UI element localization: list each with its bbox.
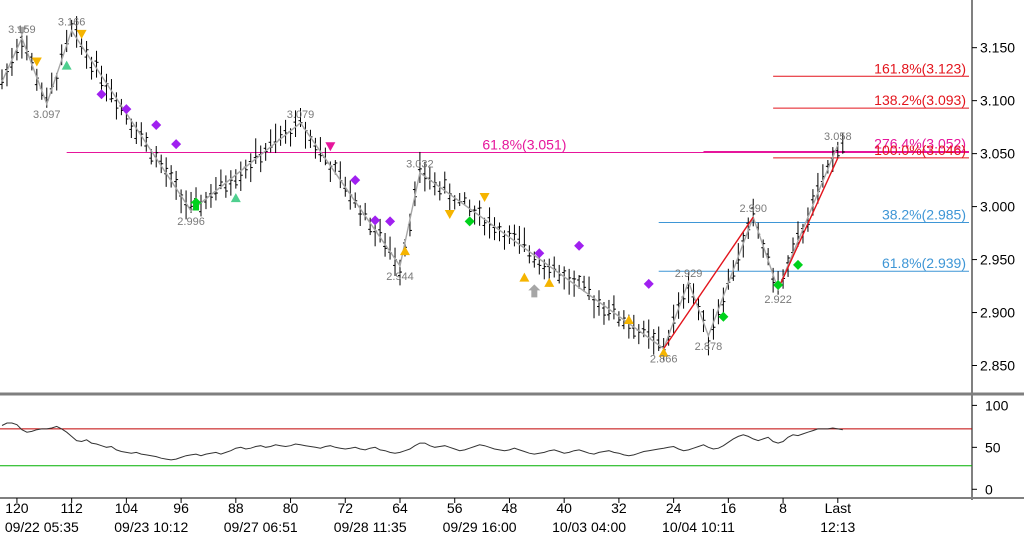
fib-level-label: 161.8%(3.123): [874, 60, 966, 76]
date-tick-label: 12:13: [820, 519, 855, 535]
date-tick-label: 10/04 10:11: [662, 519, 735, 535]
signal-marker-diamond: [121, 104, 132, 115]
price-tick-label: 2.850: [980, 358, 1015, 374]
signal-marker-diamond: [370, 215, 381, 226]
swing-label: 3.058: [824, 131, 852, 143]
signal-marker-tri-up: [544, 277, 555, 287]
signal-marker-tri-down: [325, 142, 336, 152]
signal-marker-diamond: [574, 240, 585, 251]
signal-marker-tri-up: [519, 272, 530, 282]
swing-label: 2.944: [386, 271, 414, 283]
date-tick-label: 10/03 04:00: [552, 519, 626, 535]
signal-marker-tri-up: [230, 193, 241, 203]
oscillator-tick-label: 50: [985, 439, 1001, 455]
signal-marker-tri-down: [16, 26, 27, 36]
bar-tick-label: 120: [5, 500, 29, 516]
bar-tick-label: 72: [337, 500, 353, 516]
swing-label: 2.929: [675, 268, 703, 280]
swing-label: 2.866: [650, 354, 678, 366]
price-axis: 3.150 3.100 3.050 3.000 2.950 2.900 2.850: [0, 0, 1024, 500]
bar-tick-label: 40: [556, 500, 572, 516]
bar-tick-label: 96: [173, 500, 189, 516]
bar-tick-label: 64: [392, 500, 408, 516]
date-tick-label: 09/27 06:51: [224, 519, 298, 535]
fib-level-group: 161.8%(3.123) 138.2%(3.093) 61.8%(3.051) 27…: [66, 60, 969, 272]
signal-marker-tri-down: [444, 210, 455, 220]
wave-lines: [1, 29, 839, 350]
swing-label: 3.079: [287, 109, 315, 121]
signal-marker-tri-up: [623, 314, 634, 324]
fib-level-label: 61.8%(2.939): [882, 255, 966, 271]
swing-labels: 3.159 3.166 3.097 2.996 3.079 2.944 3.032 2.866…: [8, 17, 851, 366]
oscillator-panel: 100 50 0: [0, 397, 1009, 497]
bar-tick-label: 48: [502, 500, 518, 516]
swing-label: 2.996: [177, 216, 205, 228]
signal-marker-tri-up: [658, 347, 669, 357]
oscillator-tick-label: 0: [985, 481, 993, 497]
bar-tick-label: Last: [825, 500, 852, 516]
bar-tick-label: 56: [447, 500, 463, 516]
fib-level-label: 138.2%(3.093): [874, 92, 966, 108]
fib-level-label: 38.2%(2.985): [882, 206, 966, 222]
signal-marker-diamond: [350, 175, 361, 186]
signal-marker-diamond: [171, 139, 182, 150]
bar-tick-label: 80: [283, 500, 299, 516]
date-tick-label: 09/29 16:00: [443, 519, 517, 535]
swing-label: 3.166: [58, 17, 86, 29]
projection-line: [777, 157, 839, 290]
wave-line: [1, 29, 839, 350]
signal-marker-diamond: [96, 89, 107, 100]
signal-marker-tri-up: [399, 246, 410, 256]
swing-label: 2.878: [695, 341, 723, 353]
time-axis: 120 112 104 96 88 80 72 64 56 48 40 32 24 16 8 Last 09/2…: [0, 497, 1024, 535]
signal-marker-diamond: [643, 278, 654, 289]
swing-label: 3.159: [8, 24, 36, 36]
signal-marker-tri-down: [31, 57, 42, 67]
signal-marker-arrow-up: [190, 197, 203, 211]
bar-tick-label: 104: [115, 500, 139, 516]
price-tick-label: 2.950: [980, 252, 1015, 268]
bar-tick-label: 32: [611, 500, 627, 516]
oscillator-line: [1, 422, 843, 461]
signal-markers: [16, 26, 803, 357]
signal-marker-tri-up: [61, 60, 72, 70]
signal-marker-diamond: [773, 279, 784, 290]
signal-marker-diamond: [385, 216, 396, 227]
signal-marker-diamond: [151, 120, 162, 131]
price-tick-label: 3.150: [980, 40, 1015, 56]
bar-tick-label: 88: [228, 500, 244, 516]
fib-level-label: 61.8%(3.051): [482, 137, 566, 153]
bar-tick-label: 8: [779, 500, 787, 516]
swing-label: 3.097: [33, 109, 61, 121]
oscillator-tick-label: 100: [985, 397, 1009, 413]
bar-tick-label: 112: [60, 500, 83, 516]
price-tick-label: 3.100: [980, 93, 1015, 109]
projection-line: [663, 216, 754, 349]
date-tick-label: 09/28 11:35: [334, 519, 407, 535]
fib-level-label: 100.0%(3.046): [874, 142, 966, 158]
signal-marker-arrow-up: [528, 284, 541, 298]
signal-marker-tri-down: [479, 193, 490, 203]
swing-label: 3.032: [406, 159, 434, 171]
swing-label: 2.922: [764, 294, 792, 306]
signal-marker-diamond: [793, 259, 803, 270]
bar-tick-label: 24: [666, 500, 682, 516]
signal-marker-tri-down: [76, 29, 87, 39]
price-tick-label: 2.900: [980, 305, 1015, 321]
signal-marker-diamond: [534, 248, 545, 259]
signal-marker-diamond: [464, 216, 475, 227]
date-tick-label: 09/22 05:35: [5, 519, 79, 535]
date-tick-label: 09/23 10:12: [114, 519, 188, 535]
fib-level-label: 276.4%(3.052): [874, 136, 966, 152]
price-tick-label: 3.000: [980, 199, 1015, 215]
signal-marker-diamond: [718, 311, 729, 322]
bar-tick-label: 16: [721, 500, 737, 516]
swing-label: 2.990: [739, 203, 767, 215]
price-tick-label: 3.050: [980, 146, 1015, 162]
